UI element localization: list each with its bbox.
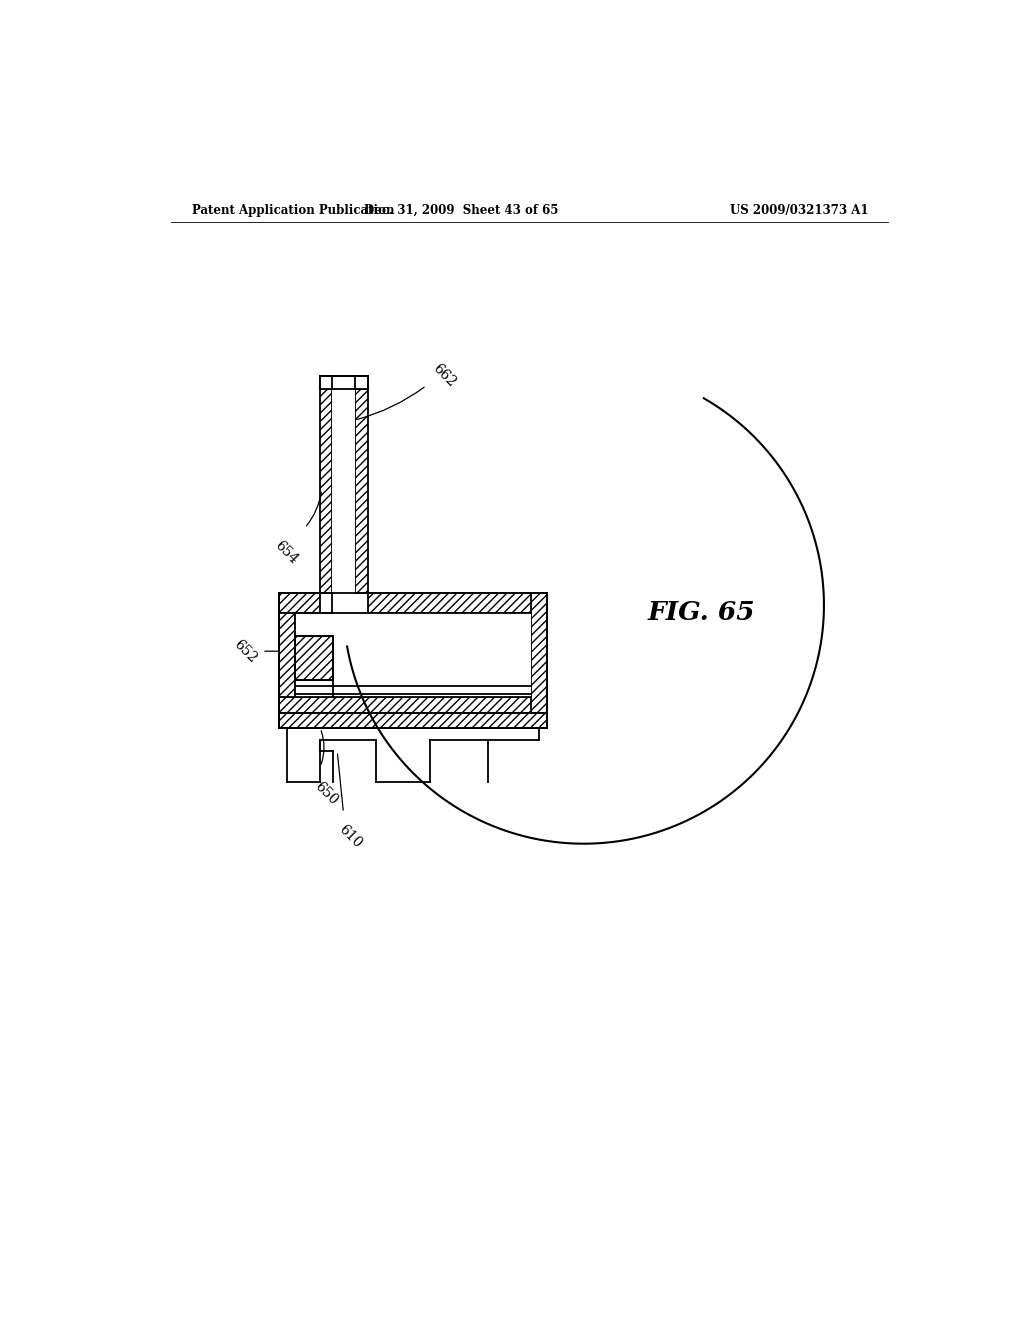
Polygon shape [321,376,369,389]
Polygon shape [321,389,332,594]
Text: Dec. 31, 2009  Sheet 43 of 65: Dec. 31, 2009 Sheet 43 of 65 [365,205,558,218]
Text: 652: 652 [231,638,260,665]
Polygon shape [295,636,334,681]
Text: 610: 610 [336,822,365,850]
Text: 654: 654 [272,539,301,566]
Polygon shape [531,594,547,713]
Text: Patent Application Publication: Patent Application Publication [193,205,395,218]
Polygon shape [280,612,295,697]
Text: FIG. 65: FIG. 65 [648,601,756,626]
Polygon shape [295,612,531,697]
Text: 650: 650 [312,779,341,808]
Polygon shape [369,594,547,612]
Text: 662: 662 [430,362,459,389]
Polygon shape [280,713,547,729]
Polygon shape [280,594,321,612]
Polygon shape [355,389,369,594]
Polygon shape [332,389,355,594]
Polygon shape [280,697,547,713]
Text: US 2009/0321373 A1: US 2009/0321373 A1 [730,205,868,218]
